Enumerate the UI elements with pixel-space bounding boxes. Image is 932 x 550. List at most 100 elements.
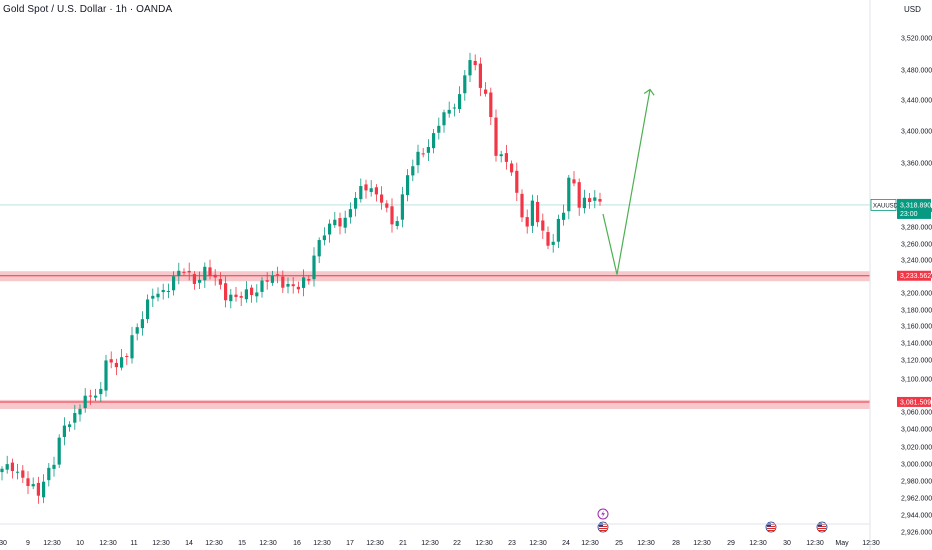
candle[interactable] [182, 268, 186, 276]
candle[interactable] [499, 150, 503, 163]
candle[interactable] [593, 190, 597, 209]
candle[interactable] [104, 354, 108, 397]
candle[interactable] [525, 209, 529, 234]
candle[interactable] [120, 349, 124, 371]
candle[interactable] [411, 159, 415, 182]
candle[interactable] [416, 144, 420, 174]
candle[interactable] [333, 211, 337, 228]
candle[interactable] [239, 291, 243, 306]
candle[interactable] [140, 311, 144, 336]
candle[interactable] [468, 52, 472, 83]
candle[interactable] [260, 277, 264, 298]
candle[interactable] [26, 471, 30, 495]
candle[interactable] [390, 198, 394, 233]
candle[interactable] [156, 287, 160, 302]
candle[interactable] [281, 270, 285, 293]
candle[interactable] [218, 272, 222, 290]
candle[interactable] [291, 276, 295, 294]
candle[interactable] [458, 86, 462, 114]
candle[interactable] [151, 288, 155, 308]
candle[interactable] [473, 54, 477, 71]
candle[interactable] [192, 271, 196, 290]
candle[interactable] [135, 323, 139, 341]
candle[interactable] [452, 103, 456, 117]
candle[interactable] [577, 178, 581, 216]
candle[interactable] [400, 186, 404, 228]
candle[interactable] [322, 227, 326, 246]
candle[interactable] [109, 351, 113, 369]
candle[interactable] [177, 262, 181, 285]
candle[interactable] [68, 421, 72, 432]
candle[interactable] [374, 184, 378, 202]
candle[interactable] [447, 101, 451, 118]
candle[interactable] [31, 477, 35, 490]
candle[interactable] [161, 283, 165, 300]
candle[interactable] [187, 262, 191, 281]
candle[interactable] [88, 389, 92, 405]
candle[interactable] [130, 326, 134, 364]
candle[interactable] [515, 162, 519, 202]
candle[interactable] [442, 109, 446, 133]
candle[interactable] [265, 272, 269, 290]
candle[interactable] [224, 276, 228, 308]
candle[interactable] [73, 404, 77, 430]
candle[interactable] [421, 147, 425, 158]
candle[interactable] [213, 269, 217, 286]
level-price-tag-1[interactable]: 3,233.562 [897, 270, 931, 281]
candle[interactable] [62, 417, 66, 446]
lightning-event-icon[interactable] [597, 508, 609, 520]
candle[interactable] [317, 237, 321, 264]
candle[interactable] [395, 216, 399, 230]
candle[interactable] [146, 294, 150, 324]
candle[interactable] [364, 179, 368, 199]
candle[interactable] [229, 288, 233, 309]
projection-arrow[interactable] [602, 88, 655, 275]
candle[interactable] [234, 287, 238, 302]
candle[interactable] [83, 388, 87, 413]
candle[interactable] [5, 455, 9, 474]
candle[interactable] [0, 466, 4, 481]
candle[interactable] [198, 271, 202, 290]
candle[interactable] [172, 271, 176, 296]
candle[interactable] [348, 202, 352, 224]
candle[interactable] [380, 186, 384, 210]
candle[interactable] [551, 234, 555, 253]
candle[interactable] [270, 270, 274, 286]
candle[interactable] [328, 219, 332, 243]
candle[interactable] [312, 247, 316, 287]
candle[interactable] [203, 262, 207, 288]
candle[interactable] [21, 465, 25, 483]
candle[interactable] [338, 212, 342, 235]
candle[interactable] [494, 109, 498, 162]
candle[interactable] [567, 174, 571, 220]
candle[interactable] [36, 476, 40, 504]
candle[interactable] [276, 266, 280, 284]
candle[interactable] [208, 259, 212, 280]
candle[interactable] [520, 189, 524, 222]
candle[interactable] [369, 180, 373, 197]
candle[interactable] [10, 458, 14, 479]
candle[interactable] [484, 82, 488, 97]
candle[interactable] [302, 269, 306, 297]
candle[interactable] [556, 214, 560, 248]
candle[interactable] [42, 474, 46, 504]
candle[interactable] [504, 144, 508, 170]
level-price-tag-2[interactable]: 3,081.509 [897, 396, 931, 407]
candle[interactable] [562, 204, 566, 226]
candle[interactable] [426, 139, 430, 161]
candle[interactable] [572, 171, 576, 187]
current-price-tag[interactable]: XAUUSD 3,318.890 23:00 [870, 198, 931, 219]
candle[interactable] [530, 194, 534, 233]
candle[interactable] [359, 178, 363, 203]
candle[interactable] [385, 200, 389, 213]
candle[interactable] [114, 358, 118, 376]
candle[interactable] [250, 284, 254, 303]
candle[interactable] [598, 192, 602, 206]
candle[interactable] [406, 169, 410, 202]
candle[interactable] [52, 456, 56, 477]
candle[interactable] [582, 189, 586, 214]
candle[interactable] [99, 381, 103, 402]
candle[interactable] [286, 277, 290, 294]
candle[interactable] [255, 284, 259, 303]
candle[interactable] [307, 275, 311, 285]
